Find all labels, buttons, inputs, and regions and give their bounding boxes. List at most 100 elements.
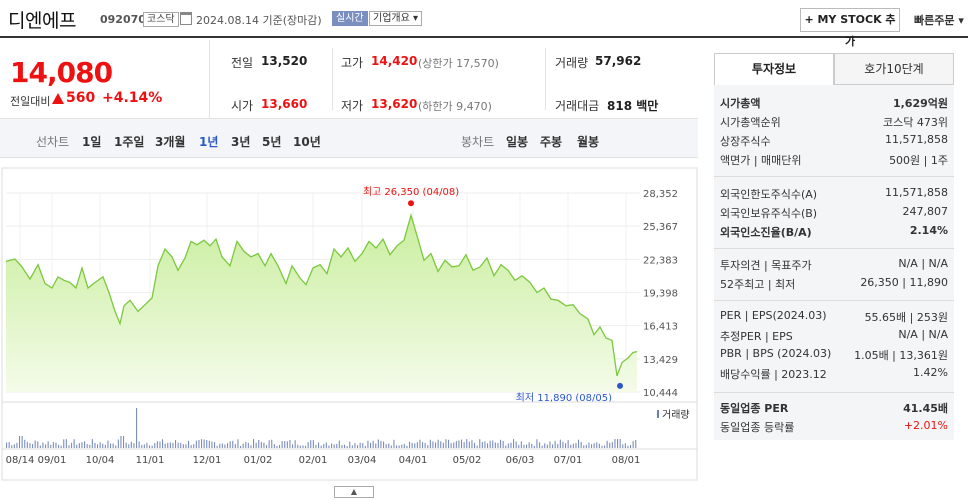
volume-bar bbox=[320, 445, 322, 448]
high-value: 14,420 bbox=[371, 54, 418, 68]
y-tick-label: 25,367 bbox=[643, 222, 678, 233]
volume-bar bbox=[575, 443, 577, 448]
panel-row-value: 55.65배 | 253원 bbox=[864, 311, 948, 324]
tab-1d[interactable]: 1일 bbox=[82, 135, 102, 149]
volume-bar bbox=[289, 439, 291, 448]
volume-bar bbox=[453, 442, 455, 448]
lower-limit: (하한가 9,470) bbox=[418, 100, 492, 113]
collapse-chart-button[interactable]: ▲ bbox=[334, 486, 374, 498]
volume-bar bbox=[489, 440, 491, 448]
volume-bar bbox=[255, 442, 257, 448]
tab-monthly[interactable]: 월봉 bbox=[577, 135, 600, 149]
volume-bar bbox=[518, 444, 520, 448]
x-tick-label: 01/02 bbox=[244, 455, 273, 466]
volume-bar bbox=[520, 441, 522, 448]
volume-bar bbox=[458, 440, 460, 448]
volume-bar bbox=[162, 439, 164, 448]
y-tick-label: 28,352 bbox=[643, 189, 678, 200]
panel-divider bbox=[714, 392, 954, 393]
volume-bar bbox=[346, 446, 348, 448]
panel-row-value: 1.42% bbox=[913, 366, 948, 379]
price-chart[interactable]: 28,352 25,367 22,383 19,398 16,413 13,429 10,4… bbox=[0, 160, 700, 485]
volume-bar bbox=[424, 443, 426, 448]
volume-bar bbox=[208, 440, 210, 448]
company-info-dropdown[interactable]: 기업개요 ▾ bbox=[369, 11, 423, 26]
volume-bar bbox=[221, 443, 223, 448]
tab-daily[interactable]: 일봉 bbox=[506, 135, 529, 149]
x-tick-label: 10/04 bbox=[86, 455, 115, 466]
x-tick-label: 11/01 bbox=[136, 455, 165, 466]
amount-label: 거래대금 bbox=[555, 99, 600, 113]
volume-bar bbox=[284, 441, 286, 448]
volume-bar bbox=[104, 444, 106, 448]
volume-bar bbox=[39, 445, 41, 448]
volume-bar bbox=[481, 442, 483, 448]
volume-bar bbox=[84, 441, 86, 448]
volume-legend-label: 거래량 bbox=[662, 409, 690, 421]
calendar-icon bbox=[180, 12, 192, 25]
prev-close-label: 전일 bbox=[231, 56, 254, 70]
volume-bar bbox=[263, 442, 265, 448]
volume-bar bbox=[115, 445, 117, 448]
volume-bar bbox=[245, 441, 247, 448]
open-label: 시가 bbox=[231, 99, 254, 113]
volume-bar bbox=[593, 443, 595, 448]
volume-bar bbox=[193, 444, 195, 448]
volume-bar bbox=[526, 444, 528, 448]
panel-divider bbox=[714, 300, 954, 301]
volume-bar bbox=[29, 443, 31, 448]
volume-bar bbox=[559, 439, 561, 448]
realtime-button[interactable]: 실시간 bbox=[332, 11, 368, 26]
volume-bar bbox=[219, 443, 221, 448]
tab-3m[interactable]: 3개월 bbox=[155, 135, 186, 149]
volume-bar bbox=[297, 444, 299, 448]
panel-row-label: 배당수익률 | 2023.12 bbox=[720, 368, 827, 381]
volume-bar bbox=[596, 442, 598, 448]
volume-bar bbox=[47, 441, 49, 448]
x-tick-label: 07/01 bbox=[554, 455, 583, 466]
volume-bar bbox=[531, 443, 533, 448]
x-tick-label: 09/01 bbox=[38, 455, 67, 466]
tab-5y[interactable]: 5년 bbox=[262, 135, 282, 149]
chart-frame bbox=[1, 167, 698, 481]
panel-row-value: 11,571,858 bbox=[885, 133, 948, 146]
volume-bar bbox=[76, 444, 78, 448]
volume-bar bbox=[276, 445, 278, 448]
quick-order-button[interactable]: 빠른주문 ▾ bbox=[914, 12, 964, 28]
tab-1w[interactable]: 1주일 bbox=[114, 135, 145, 149]
price-line bbox=[5, 212, 638, 377]
volume-bar bbox=[359, 442, 361, 448]
volume-bar bbox=[151, 445, 153, 448]
volume-bar bbox=[367, 440, 369, 448]
tab-invest-info[interactable]: 투자정보 bbox=[714, 53, 834, 85]
tab-weekly[interactable]: 주봉 bbox=[540, 135, 563, 149]
tab-10y[interactable]: 10년 bbox=[293, 135, 321, 149]
panel-divider bbox=[714, 176, 954, 177]
volume-bar bbox=[201, 439, 203, 448]
tab-3y[interactable]: 3년 bbox=[231, 135, 251, 149]
tab-orderbook[interactable]: 호가10단계 bbox=[834, 53, 954, 85]
low-annotation: 최저 11,890 (08/05) bbox=[516, 392, 612, 404]
volume-bar bbox=[141, 445, 143, 448]
my-stock-add-button[interactable]: + MY STOCK 추가 bbox=[800, 8, 900, 48]
x-tick-label: 12/01 bbox=[193, 455, 222, 466]
candle-chart-label: 봉차트 bbox=[461, 135, 495, 149]
volume-bar bbox=[393, 439, 395, 448]
volume-bar bbox=[169, 442, 171, 448]
volume-bar bbox=[315, 445, 317, 448]
volume-bar bbox=[117, 439, 119, 448]
tab-1y[interactable]: 1년 bbox=[199, 135, 219, 149]
y-tick-label: 19,398 bbox=[643, 289, 678, 300]
volume-bar bbox=[416, 442, 418, 448]
volume-bar bbox=[344, 444, 346, 448]
volume-bar bbox=[11, 445, 13, 448]
market-badge: 코스닥 bbox=[143, 12, 179, 27]
volume-bar bbox=[372, 440, 374, 448]
volume-bar bbox=[513, 439, 515, 448]
volume-bar bbox=[546, 444, 548, 448]
panel-row-label: 외국인소진율(B/A) bbox=[720, 226, 812, 239]
volume-bar bbox=[65, 439, 67, 448]
volume-bar bbox=[58, 444, 60, 448]
volume-bar bbox=[533, 445, 535, 448]
volume-bar bbox=[260, 441, 262, 448]
